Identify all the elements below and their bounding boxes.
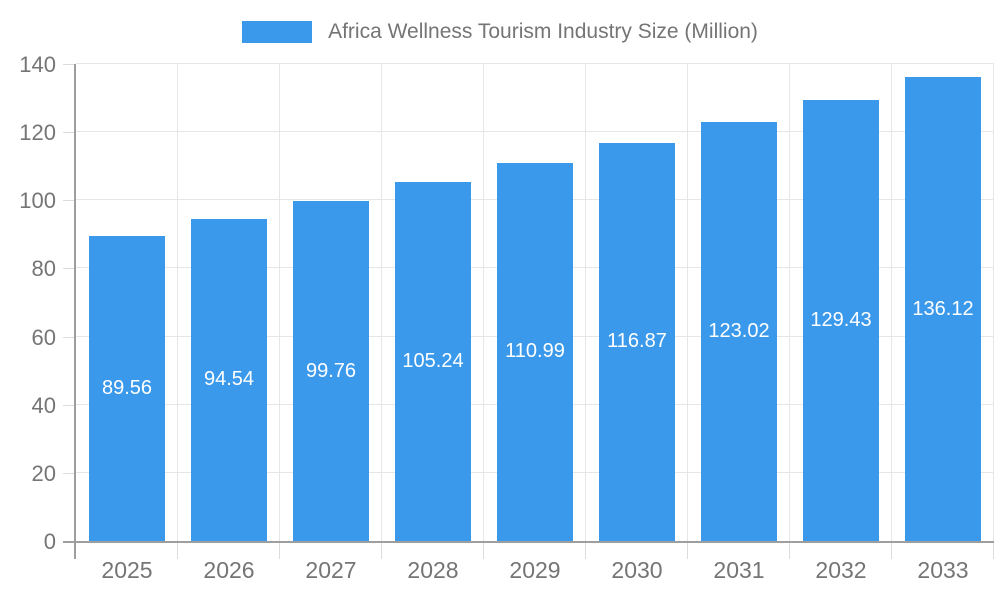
y-tick-label-20: 20: [31, 460, 56, 486]
y-tick-label-60: 60: [31, 324, 56, 350]
x-axis-origin-tick: [74, 541, 76, 559]
y-tick-0: [63, 541, 74, 543]
y-tick-label-100: 100: [19, 188, 56, 214]
y-tick-label-120: 120: [19, 120, 56, 146]
bar-2025[interactable]: 89.56: [89, 235, 165, 541]
x-tick-label-2030: 2030: [611, 557, 663, 583]
y-tick-40: [63, 404, 74, 406]
gridline-vertical-7: [789, 64, 790, 541]
x-tick-2: [279, 543, 280, 559]
gridline-vertical-8: [891, 64, 892, 541]
bar-2027[interactable]: 99.76: [293, 201, 369, 541]
x-tick-label-2026: 2026: [203, 557, 255, 583]
x-tick-label-2029: 2029: [509, 557, 561, 583]
x-tick-4: [483, 543, 484, 559]
gridline-vertical-1: [177, 64, 178, 541]
bar-value-label-2032: 129.43: [810, 309, 872, 331]
bar-2030[interactable]: 116.87: [599, 142, 675, 541]
bar-value-label-2025: 89.56: [101, 376, 153, 399]
gridline-vertical-4: [483, 64, 484, 541]
x-tick-9: [993, 543, 994, 559]
bar-value-label-2026: 94.54: [203, 368, 255, 391]
x-tick-5: [585, 543, 586, 559]
bar-value-label-2028: 105.24: [402, 350, 464, 373]
gridline-vertical-2: [279, 64, 280, 541]
x-tick-label-2032: 2032: [815, 557, 867, 583]
bar-value-label-2030: 116.87: [607, 330, 667, 353]
y-tick-100: [63, 200, 74, 202]
bar-2031[interactable]: 123.02: [701, 121, 777, 541]
y-tick-label-140: 140: [19, 52, 56, 77]
gridline-horizontal-120: [76, 131, 994, 133]
x-tick-label-2027: 2027: [305, 557, 357, 583]
bar-2033[interactable]: 136.12: [905, 77, 981, 541]
bar-value-label-2031: 123.02: [708, 319, 770, 342]
y-tick-label-0: 0: [43, 529, 56, 554]
gridline-vertical-9: [993, 64, 994, 541]
x-tick-7: [789, 543, 790, 559]
y-tick-label-40: 40: [31, 392, 56, 418]
y-tick-20: [63, 472, 74, 474]
y-tick-80: [63, 268, 74, 270]
bar-value-label-2033: 136.12: [912, 297, 974, 320]
bar-2026[interactable]: 94.54: [191, 218, 267, 541]
bar-2028[interactable]: 105.24: [395, 182, 471, 541]
x-tick-label-2025: 2025: [101, 557, 153, 583]
legend-label: Africa Wellness Tourism Industry Size (M…: [328, 20, 758, 43]
y-tick-60: [63, 336, 74, 338]
x-tick-8: [891, 543, 892, 559]
plot-area: 89.56 94.54 99.76 105.24 110.99 116.87 123.02 1…: [74, 63, 994, 543]
bar-value-label-2029: 110.99: [505, 340, 565, 363]
gridline-vertical-3: [381, 64, 382, 541]
bar-value-label-2027: 99.76: [305, 359, 357, 382]
gridline-horizontal-140: [76, 63, 994, 64]
x-tick-3: [381, 543, 382, 559]
bar-2032[interactable]: 129.43: [803, 100, 879, 541]
legend-swatch: [242, 21, 313, 43]
bar-2029[interactable]: 110.99: [497, 162, 573, 541]
gridline-vertical-5: [585, 64, 586, 541]
y-tick-120: [63, 132, 74, 134]
y-tick-label-80: 80: [31, 256, 56, 282]
chart-legend[interactable]: Africa Wellness Tourism Industry Size (M…: [0, 16, 1000, 48]
x-tick-label-2033: 2033: [917, 557, 969, 583]
x-tick-label-2031: 2031: [713, 557, 765, 583]
x-tick-1: [177, 543, 178, 559]
gridline-vertical-6: [687, 64, 688, 541]
y-tick-140: [63, 64, 74, 65]
x-tick-6: [687, 543, 688, 559]
x-tick-label-2028: 2028: [407, 557, 459, 583]
